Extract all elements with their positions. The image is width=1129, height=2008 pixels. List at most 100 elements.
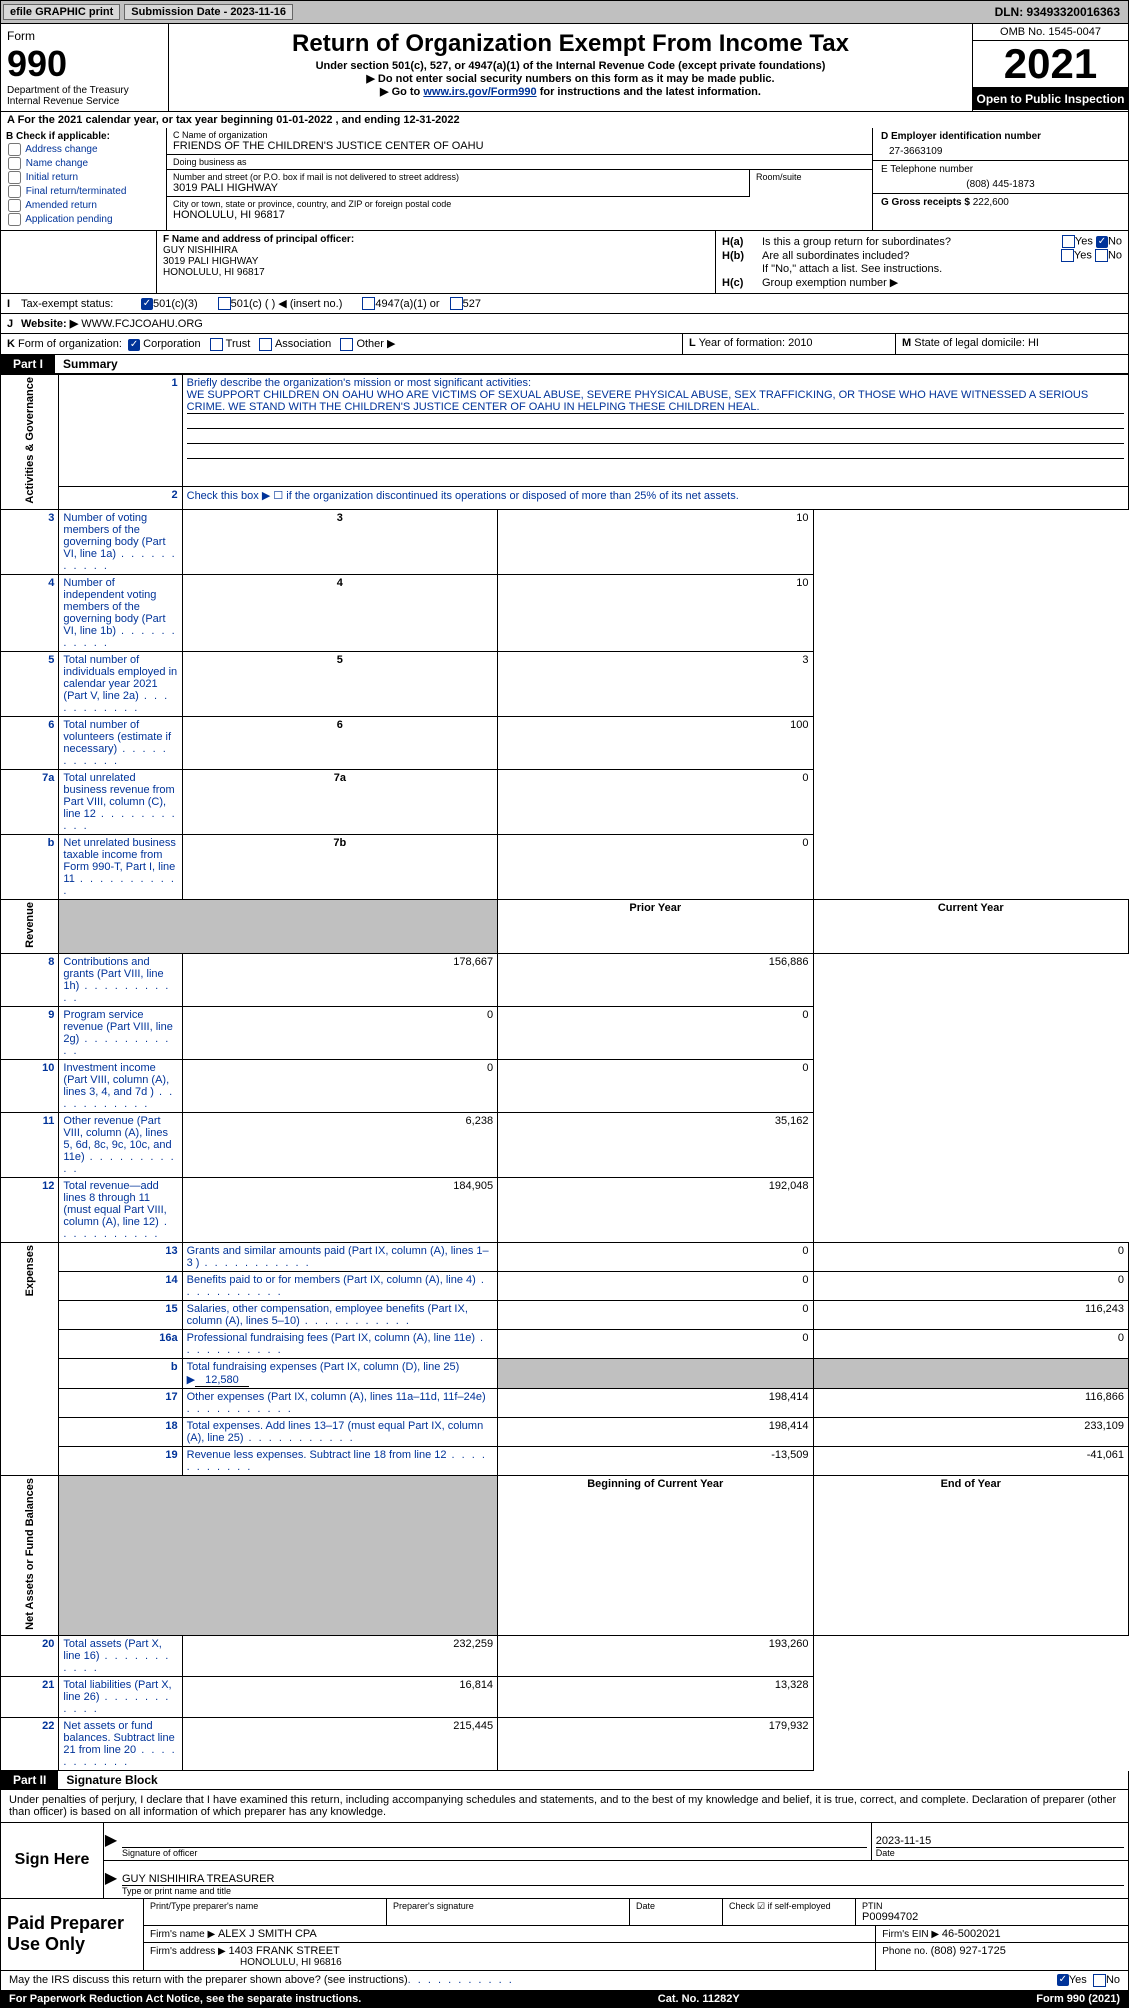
line-text: Other revenue (Part VIII, column (A), li…	[59, 1112, 182, 1177]
discuss-no[interactable]	[1093, 1974, 1106, 1987]
efile-print-button[interactable]: efile GRAPHIC print	[3, 4, 120, 20]
hint-link: ▶ Go to www.irs.gov/Form990 for instruct…	[175, 85, 966, 98]
check-address-change[interactable]: Address change	[6, 143, 161, 156]
hint-ssn: ▶ Do not enter social security numbers o…	[175, 72, 966, 85]
line-text: Number of independent voting members of …	[59, 574, 182, 651]
officer-name: GUY NISHIHIRA	[163, 245, 709, 256]
form-label: Form	[7, 29, 35, 43]
check-amended[interactable]: Amended return	[6, 199, 161, 212]
501c-check[interactable]	[218, 297, 231, 310]
corp-check[interactable]: ✓	[128, 339, 140, 351]
pointer-icon: ▶	[104, 1861, 118, 1898]
line-value: 3	[498, 651, 813, 716]
entity-grid: B Check if applicable: Address change Na…	[0, 128, 1129, 231]
other-check[interactable]	[340, 338, 353, 351]
tax-year: 2021	[973, 41, 1128, 88]
declaration: Under penalties of perjury, I declare th…	[0, 1790, 1129, 1823]
firm-phone: (808) 927-1725	[931, 1945, 1006, 1957]
line-text: Total expenses. Add lines 13–17 (must eq…	[182, 1417, 497, 1446]
current-value: 0	[813, 1271, 1129, 1300]
current-value: 233,109	[813, 1417, 1129, 1446]
line-text: Program service revenue (Part VIII, line…	[59, 1006, 182, 1059]
line-value: 0	[498, 834, 813, 899]
tab-expenses: Expenses	[1, 1242, 59, 1475]
current-value: 0	[498, 1059, 813, 1112]
firm-ein: 46-5002021	[942, 1928, 1001, 1940]
officer-addr1: 3019 PALI HIGHWAY	[163, 256, 709, 267]
prior-value: 6,238	[182, 1112, 497, 1177]
prior-value: 0	[498, 1271, 813, 1300]
check-final-return[interactable]: Final return/terminated	[6, 185, 161, 198]
open-inspection: Open to Public Inspection	[973, 88, 1128, 110]
line-value: 0	[498, 769, 813, 834]
line-value: 10	[498, 509, 813, 574]
current-value: 0	[813, 1242, 1129, 1271]
prior-value: 198,414	[498, 1417, 813, 1446]
line-text: Investment income (Part VIII, column (A)…	[59, 1059, 182, 1112]
gross-value: 222,600	[973, 197, 1009, 208]
current-value: 116,866	[813, 1388, 1129, 1417]
paid-preparer-label: Paid Preparer Use Only	[1, 1899, 144, 1970]
phone-label: E Telephone number	[881, 164, 1120, 175]
hb-no-box[interactable]	[1095, 249, 1108, 262]
line-text: Total fundraising expenses (Part IX, col…	[182, 1358, 497, 1388]
phone-value: (808) 445-1873	[881, 175, 1120, 190]
prior-value: 198,414	[498, 1388, 813, 1417]
check-name-change[interactable]: Name change	[6, 157, 161, 170]
line-text: Total liabilities (Part X, line 26)	[59, 1676, 182, 1717]
form-title-block: Return of Organization Exempt From Incom…	[169, 24, 972, 111]
form-header: Form 990 Department of the Treasury Inte…	[0, 24, 1129, 112]
officer-name-title: GUY NISHIHIRA TREASURER	[122, 1863, 1124, 1886]
trust-check[interactable]	[210, 338, 223, 351]
room-label: Room/suite	[750, 170, 872, 197]
bottom-bar: For Paperwork Reduction Act Notice, see …	[0, 1991, 1129, 2008]
paid-preparer-block: Paid Preparer Use Only Print/Type prepar…	[0, 1899, 1129, 1971]
line-text: Total assets (Part X, line 16)	[59, 1635, 182, 1676]
addr-label: Number and street (or P.O. box if mail i…	[173, 172, 743, 182]
part1-header: Part I Summary	[0, 355, 1129, 374]
ha-no-box[interactable]: ✓	[1096, 236, 1108, 248]
check-initial-return[interactable]: Initial return	[6, 171, 161, 184]
dba-label: Doing business as	[173, 157, 866, 167]
line-text: Contributions and grants (Part VIII, lin…	[59, 953, 182, 1006]
section-a: A For the 2021 calendar year, or tax yea…	[0, 112, 1129, 128]
4947-check[interactable]	[362, 297, 375, 310]
submission-date-button[interactable]: Submission Date - 2023-11-16	[124, 4, 293, 20]
prior-value: -13,509	[498, 1446, 813, 1475]
line-text: Grants and similar amounts paid (Part IX…	[182, 1242, 497, 1271]
hb-yes-box[interactable]	[1061, 249, 1074, 262]
ha-yes-box[interactable]	[1062, 235, 1075, 248]
state-domicile: HI	[1028, 337, 1039, 349]
discuss-yes[interactable]: ✓	[1057, 1974, 1069, 1986]
tab-revenue: Revenue	[1, 899, 59, 953]
row-i: I Tax-exempt status: ✓ 501(c)(3) 501(c) …	[0, 294, 1129, 314]
addr-value: 3019 PALI HIGHWAY	[173, 182, 743, 194]
firm-name: ALEX J SMITH CPA	[218, 1928, 317, 1940]
box-f: F Name and address of principal officer:…	[157, 231, 716, 293]
501c3-check[interactable]: ✓	[141, 298, 153, 310]
box-b: B Check if applicable: Address change Na…	[1, 128, 167, 230]
form-number: 990	[7, 43, 162, 85]
check-application[interactable]: Application pending	[6, 213, 161, 226]
current-value: 193,260	[498, 1635, 813, 1676]
line-text: Net assets or fund balances. Subtract li…	[59, 1717, 182, 1770]
part2-header: Part II Signature Block	[0, 1771, 1129, 1790]
pointer-icon: ▶	[104, 1823, 118, 1860]
current-value: 0	[813, 1329, 1129, 1358]
prior-value: 184,905	[182, 1177, 497, 1242]
city-value: HONOLULU, HI 96817	[173, 209, 866, 221]
line-text: Revenue less expenses. Subtract line 18 …	[182, 1446, 497, 1475]
prior-value: 0	[498, 1242, 813, 1271]
year-block: OMB No. 1545-0047 2021 Open to Public In…	[972, 24, 1128, 111]
ein-label: D Employer identification number	[881, 131, 1120, 142]
current-value: 35,162	[498, 1112, 813, 1177]
current-value: 13,328	[498, 1676, 813, 1717]
line2: Check this box ▶ ☐ if the organization d…	[182, 486, 1128, 509]
prior-value: 0	[498, 1329, 813, 1358]
line-text: Salaries, other compensation, employee b…	[182, 1300, 497, 1329]
line-text: Total number of individuals employed in …	[59, 651, 182, 716]
assoc-check[interactable]	[259, 338, 272, 351]
irs-link[interactable]: www.irs.gov/Form990	[423, 86, 536, 98]
527-check[interactable]	[450, 297, 463, 310]
box-b-title: B Check if applicable:	[6, 131, 161, 142]
